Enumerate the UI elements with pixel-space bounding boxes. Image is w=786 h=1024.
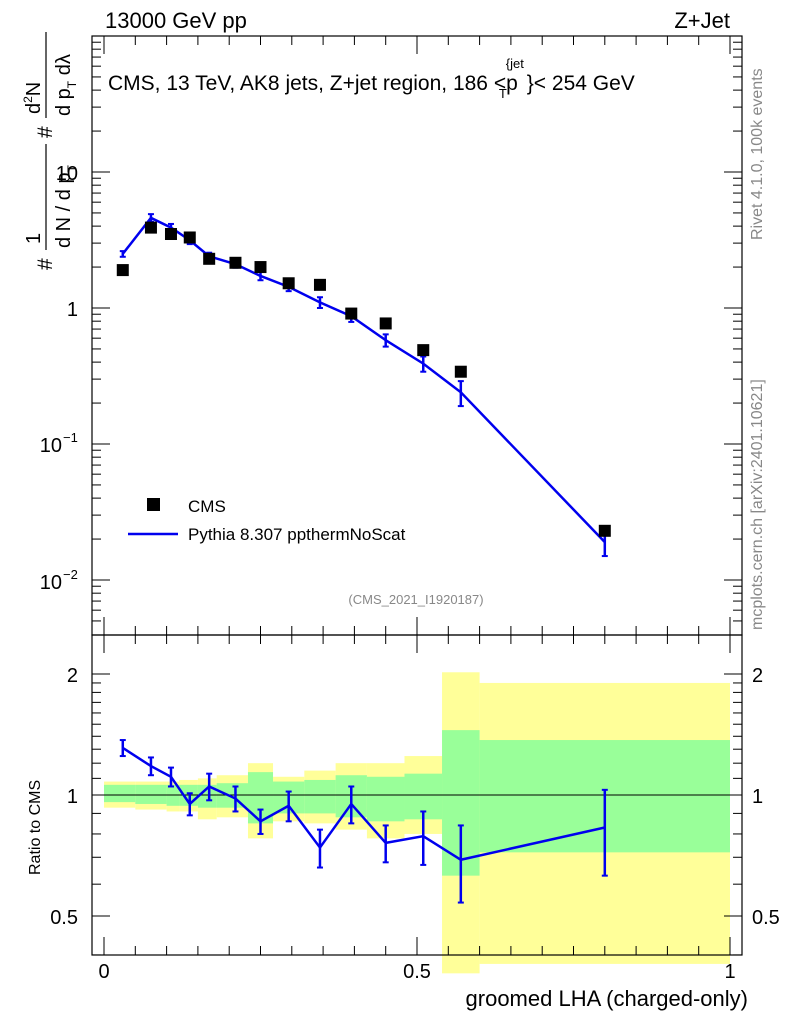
top-ylabel: # 1 d N / d pT # d2N d pT dλ	[21, 32, 79, 270]
cms-data-point	[282, 277, 295, 290]
header-right: Z+Jet	[674, 8, 730, 33]
cms-data-point	[379, 317, 392, 330]
top-ytick-labels: 10 1 10 −1 10 −2	[40, 163, 78, 594]
ratio-ytick-1-right: 1	[752, 786, 763, 808]
ratio-ytick-2: 2	[67, 665, 78, 687]
cms-series-top	[116, 221, 611, 537]
analysis-watermark: (CMS_2021_I1920187)	[348, 592, 483, 607]
band-inner-bin	[197, 784, 217, 808]
cms-data-point	[345, 307, 358, 320]
plot-title: CMS, 13 TeV, AK8 jets, Z+jet region, 186…	[108, 56, 635, 101]
ytick-label-0p01: 10	[40, 572, 62, 594]
header-left: 13000 GeV pp	[105, 8, 247, 33]
cms-data-point	[454, 365, 467, 378]
cms-data-point	[254, 261, 267, 274]
svg-text:d pT dλ: d pT dλ	[53, 54, 79, 116]
ytick-label-1: 1	[67, 299, 78, 321]
ytick-label-0p1: 10	[40, 435, 62, 457]
cms-data-point	[229, 256, 242, 269]
xtick-label-0p5: 0.5	[403, 961, 431, 983]
top-ylabel-numerator: 1	[23, 233, 45, 244]
svg-text:d2N: d2N	[21, 82, 45, 114]
plot-title-sup: {jet	[506, 56, 524, 71]
legend-mc-label: Pythia 8.307 ppthermNoScat	[188, 525, 406, 544]
top-panel-frame	[91, 35, 743, 636]
ratio-ylabel: Ratio to CMS	[27, 780, 44, 875]
x-ticks	[103, 36, 731, 955]
ratio-ytick-0p5-right: 0.5	[752, 907, 780, 929]
ytick-exp-0p1: −1	[63, 430, 78, 445]
ratio-ytick-2-right: 2	[752, 665, 763, 687]
plot-title-tail: }< 254 GeV	[527, 72, 635, 95]
band-inner-bin	[366, 776, 405, 822]
plot-title-sub: T	[499, 86, 507, 101]
xtick-label-0: 0	[98, 961, 109, 983]
cms-data-point	[164, 228, 177, 241]
top-ylabel-text: #	[34, 258, 57, 270]
mc-line-top	[121, 216, 606, 543]
mc-series-ratio	[119, 739, 608, 904]
ratio-ytick-labels-right: 2 1 0.5	[752, 665, 780, 929]
side-rivet: Rivet 4.1.0, 100k events	[749, 68, 766, 240]
cms-data-point	[116, 264, 129, 277]
band-inner-bin	[304, 779, 336, 814]
top-y-ticks	[92, 41, 742, 622]
legend: CMS Pythia 8.307 ppthermNoScat	[128, 497, 406, 544]
plot-title-main: CMS, 13 TeV, AK8 jets, Z+jet region, 186…	[108, 72, 518, 95]
band-inner-bin	[104, 784, 136, 803]
cms-data-point	[598, 524, 611, 537]
cms-data-point	[183, 231, 196, 244]
band-inner-bin	[135, 784, 167, 804]
ytick-label-10: 10	[56, 163, 78, 185]
cms-data-point	[417, 344, 430, 357]
mc-line-ratio	[122, 746, 606, 862]
xtick-label-1: 1	[724, 961, 735, 983]
ratio-ytick-labels-left: 2 1 0.5	[50, 665, 78, 929]
side-mcplots: mcplots.cern.ch [arXiv:2401.10621]	[749, 379, 766, 630]
svg-text:#: #	[34, 126, 57, 138]
ratio-ytick-1: 1	[67, 786, 78, 808]
top-ylabel-denominator: d N / d pT	[53, 164, 79, 248]
ytick-exp-0p01: −2	[63, 567, 78, 582]
cms-data-point	[144, 221, 157, 234]
cms-data-point	[203, 252, 216, 265]
cms-data-point	[313, 278, 326, 291]
x-axis-label: groomed LHA (charged-only)	[466, 986, 748, 1011]
xtick-labels: 0 0.5 1	[98, 961, 735, 983]
legend-cms-label: CMS	[188, 497, 226, 516]
ratio-ytick-0p5: 0.5	[50, 907, 78, 929]
legend-cms-marker	[147, 498, 160, 511]
